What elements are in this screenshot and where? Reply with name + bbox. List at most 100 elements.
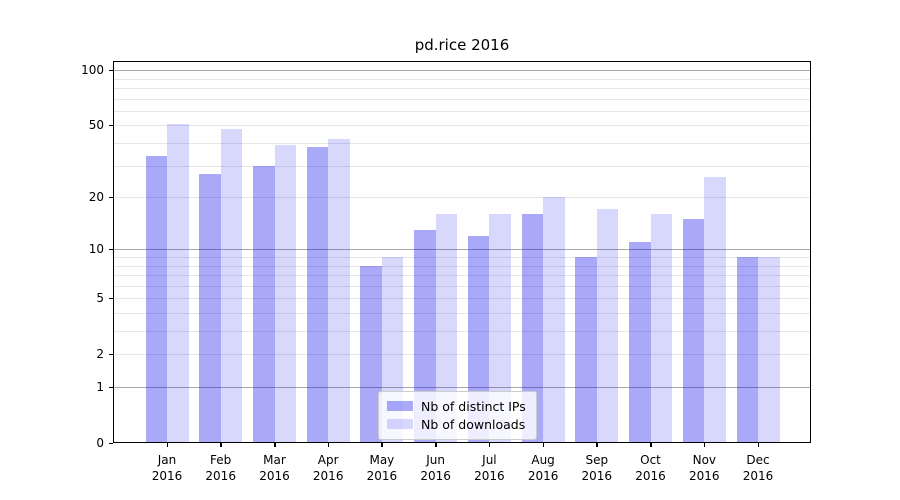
bar-distinct-ips [414, 229, 436, 443]
x-tick-mark [274, 443, 276, 447]
gridline-minor [113, 78, 811, 80]
gridline-minor [113, 354, 811, 356]
x-tick-year: 2016 [474, 469, 505, 483]
legend: Nb of distinct IPs Nb of downloads [378, 391, 537, 440]
x-tick-year: 2016 [581, 469, 613, 483]
y-tick-mark [109, 442, 113, 444]
legend-row-downloads: Nb of downloads [387, 415, 526, 433]
y-tick-label: 20 [88, 190, 104, 204]
legend-swatch-distinct-ips-icon [387, 401, 413, 411]
x-tick-year: 2016 [366, 469, 398, 483]
gridline-minor [113, 110, 811, 112]
bar-downloads [220, 128, 243, 443]
gridline-minor [113, 312, 811, 314]
bar-distinct-ips [521, 214, 544, 443]
y-tick-mark [109, 248, 113, 251]
bar-distinct-ips [682, 219, 705, 443]
y-tick-label: 100 [81, 63, 104, 78]
x-tick-year: 2016 [205, 469, 236, 483]
x-tick-year: 2016 [742, 469, 774, 483]
bar-distinct-ips [575, 256, 597, 443]
bar-downloads [489, 214, 511, 443]
x-tick-mark [220, 443, 222, 447]
plot-area: Nb of distinct IPs Nb of downloads 0 1 2 5 1… [81, 61, 811, 483]
gridline-minor [113, 142, 811, 144]
gridline-minor [113, 125, 811, 127]
bar-distinct-ips [306, 147, 329, 443]
x-tick-mark [596, 443, 598, 447]
gridline-major [113, 70, 811, 72]
x-tick-year: 2016 [689, 469, 720, 483]
bar-downloads [650, 214, 672, 443]
gridline-minor [113, 298, 811, 300]
x-tick-label: Sep 2016 [581, 453, 613, 483]
x-tick-label: Oct 2016 [635, 453, 666, 483]
y-tick-label: 0 [96, 436, 104, 450]
y-tick-label: 1 [96, 380, 104, 394]
gridline-minor [113, 165, 811, 167]
x-tick-year: 2016 [527, 469, 559, 483]
x-tick-mark [488, 443, 491, 447]
bar-downloads [543, 197, 565, 443]
x-tick-mark [703, 443, 706, 447]
x-tick-label: Nov 2016 [689, 453, 720, 483]
x-tick-label: Jul 2016 [474, 453, 505, 483]
gridline-minor [113, 275, 811, 276]
chart-title: pd.rice 2016 [414, 36, 510, 54]
bar-distinct-ips [145, 155, 167, 443]
bar-downloads [328, 139, 350, 443]
gridline-minor [113, 265, 811, 267]
gridline-minor [113, 331, 811, 332]
legend-label-downloads: Nb of downloads [421, 416, 526, 432]
x-tick-year: 2016 [151, 469, 183, 483]
y-tick-mark [109, 386, 113, 388]
x-tick-mark [327, 443, 330, 447]
x-tick-mark [757, 443, 759, 447]
y-tick-mark [109, 124, 113, 127]
x-tick-mark [650, 443, 652, 447]
bar-downloads [167, 123, 189, 443]
gridline-minor [113, 285, 811, 287]
legend-label-distinct-ips: Nb of distinct IPs [421, 398, 526, 414]
y-tick-mark [109, 353, 113, 356]
bar-distinct-ips [199, 173, 221, 443]
y-tick-label: 5 [96, 291, 104, 306]
legend-swatch-downloads-icon [387, 419, 413, 429]
bar-distinct-ips [253, 165, 275, 443]
bar-distinct-ips [629, 242, 651, 443]
bar-downloads [435, 214, 458, 443]
gridline-minor [113, 197, 811, 198]
gridline-major [113, 387, 811, 388]
x-tick-mark [435, 443, 437, 447]
x-tick-mark [166, 443, 168, 447]
gridline-minor [113, 87, 811, 89]
x-tick-mark [381, 443, 383, 447]
y-tick-mark [109, 297, 113, 300]
x-tick-year: 2016 [312, 469, 344, 483]
x-tick-label: Dec 2016 [742, 453, 774, 483]
x-tick-label: Aug 2016 [527, 453, 559, 483]
x-tick-year: 2016 [420, 469, 451, 483]
bar-downloads [274, 144, 296, 443]
gridline-major [113, 249, 811, 251]
y-tick-label: 2 [96, 347, 104, 362]
x-tick-year: 2016 [259, 469, 290, 483]
x-tick-year: 2016 [635, 469, 666, 483]
bar-distinct-ips [360, 265, 382, 443]
bar-downloads [704, 176, 726, 443]
x-tick-label: Jan 2016 [151, 453, 183, 483]
bar-downloads [596, 209, 619, 443]
x-tick-label: Mar 2016 [259, 453, 290, 483]
x-tick-label: May 2016 [366, 453, 398, 483]
y-tick-mark [109, 196, 113, 198]
y-tick-mark [109, 69, 113, 72]
y-tick-label: 10 [88, 242, 104, 257]
y-tick-label: 50 [88, 118, 104, 133]
gridline-minor [113, 256, 811, 258]
x-tick-label: Feb 2016 [205, 453, 236, 483]
bar-downloads [758, 256, 780, 443]
x-tick-label: Apr 2016 [312, 453, 344, 483]
legend-row-distinct-ips: Nb of distinct IPs [387, 397, 526, 415]
gridline-minor [113, 98, 811, 100]
